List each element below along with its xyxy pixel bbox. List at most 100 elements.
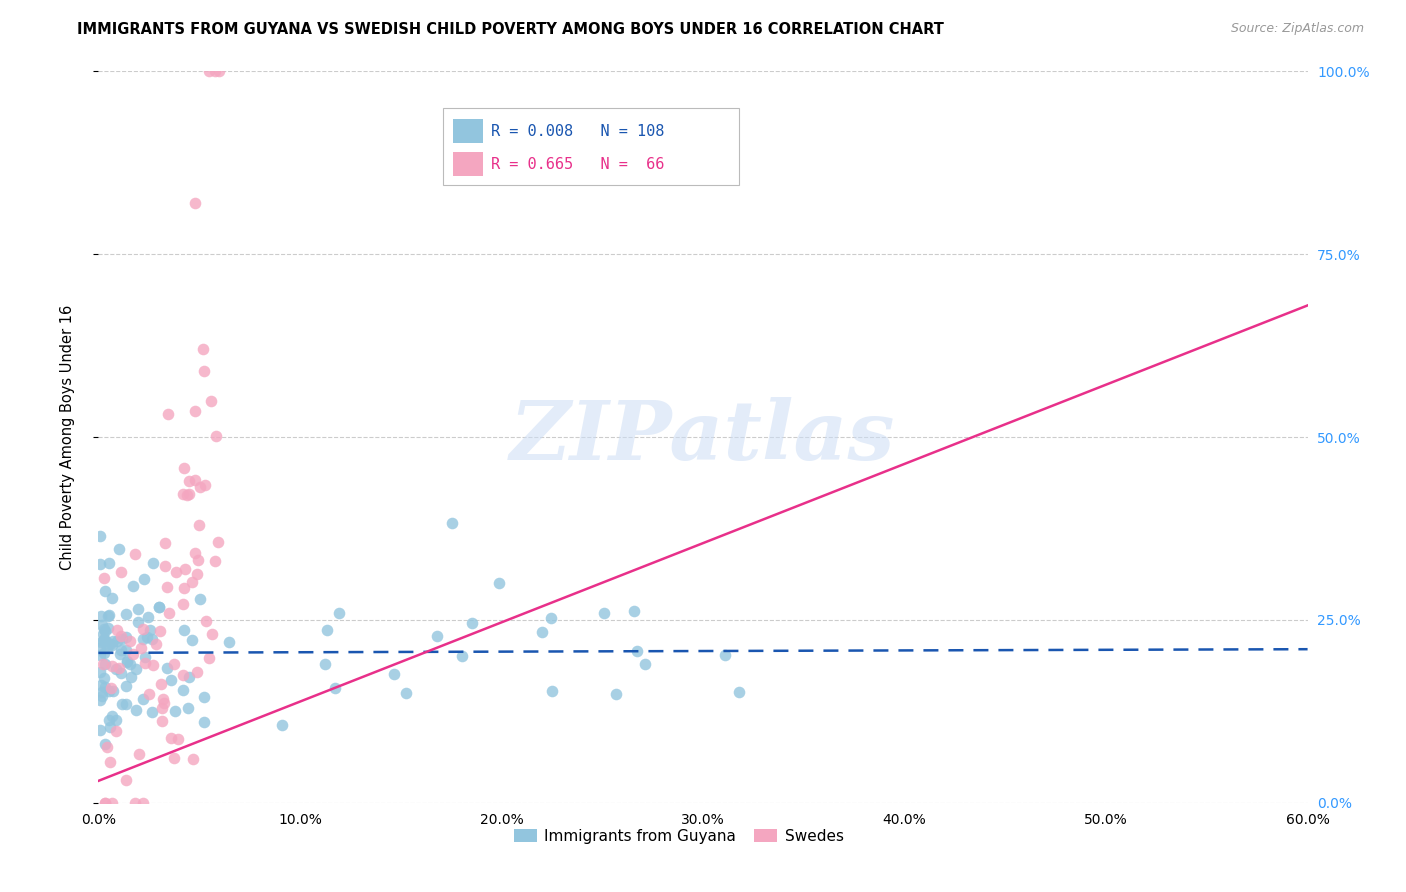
Point — [94, 796, 117, 810]
Point — [181, 574, 204, 589]
Point — [165, 705, 187, 719]
Point — [181, 752, 204, 766]
Point — [93, 657, 115, 672]
FancyBboxPatch shape — [443, 108, 740, 185]
Point — [177, 487, 200, 501]
Point — [93, 796, 115, 810]
Point — [153, 536, 176, 550]
Point — [451, 648, 474, 663]
Point — [316, 623, 339, 637]
Point — [165, 565, 187, 579]
Y-axis label: Child Poverty Among Boys Under 16: Child Poverty Among Boys Under 16 — [60, 304, 75, 570]
Point — [323, 681, 346, 696]
FancyBboxPatch shape — [453, 119, 482, 143]
Point — [150, 701, 173, 715]
Point — [91, 618, 114, 632]
Point — [104, 713, 127, 727]
Point — [89, 648, 111, 662]
Point — [162, 751, 184, 765]
Point — [156, 580, 179, 594]
Point — [127, 602, 149, 616]
Point — [184, 473, 207, 487]
Point — [93, 632, 115, 646]
Point — [142, 658, 165, 673]
Point — [136, 630, 159, 644]
Point — [138, 624, 160, 638]
Point — [180, 632, 202, 647]
Point — [201, 627, 224, 641]
Point — [134, 649, 156, 664]
Point — [94, 737, 117, 751]
Point — [115, 697, 138, 711]
Point — [98, 714, 121, 728]
Text: Source: ZipAtlas.com: Source: ZipAtlas.com — [1230, 22, 1364, 36]
Point — [179, 670, 201, 684]
Point — [194, 478, 217, 492]
Point — [132, 572, 155, 586]
Point — [120, 657, 142, 671]
Point — [150, 677, 173, 691]
Point — [166, 732, 188, 747]
Point — [155, 661, 177, 675]
Point — [127, 615, 149, 629]
Point — [98, 637, 121, 651]
Point — [101, 659, 124, 673]
Point — [148, 599, 170, 614]
Point — [728, 685, 751, 699]
Point — [593, 606, 616, 620]
Point — [115, 654, 138, 668]
Point — [173, 623, 195, 637]
Point — [195, 614, 218, 628]
Point — [172, 668, 194, 682]
Point — [98, 720, 121, 734]
FancyBboxPatch shape — [453, 152, 482, 176]
Point — [160, 673, 183, 687]
Point — [626, 644, 648, 658]
Point — [187, 553, 209, 567]
Legend: Immigrants from Guyana, Swedes: Immigrants from Guyana, Swedes — [508, 822, 851, 850]
Point — [172, 487, 194, 501]
Point — [132, 796, 155, 810]
Point — [461, 615, 484, 630]
Point — [440, 516, 463, 530]
Point — [129, 641, 152, 656]
Point — [93, 646, 115, 660]
Point — [132, 632, 155, 646]
Point — [115, 680, 138, 694]
Point — [115, 631, 138, 645]
Point — [96, 739, 118, 754]
Point — [186, 567, 208, 582]
Point — [111, 697, 134, 711]
Point — [132, 692, 155, 706]
Point — [89, 723, 111, 737]
Text: ZIPatlas: ZIPatlas — [510, 397, 896, 477]
Point — [124, 703, 146, 717]
Point — [152, 691, 174, 706]
Point — [110, 642, 132, 657]
Text: R = 0.665   N =  66: R = 0.665 N = 66 — [492, 157, 665, 172]
Text: R = 0.008   N = 108: R = 0.008 N = 108 — [492, 124, 665, 139]
Point — [205, 429, 228, 443]
Point — [100, 796, 122, 810]
Point — [193, 715, 215, 730]
Point — [314, 657, 336, 672]
Point — [153, 559, 176, 574]
Point — [94, 680, 117, 694]
Point — [138, 610, 160, 624]
Point — [173, 581, 195, 595]
Point — [94, 633, 117, 648]
Point — [152, 696, 174, 710]
Point — [540, 611, 562, 625]
Point — [134, 656, 156, 670]
Point — [179, 474, 201, 488]
Point — [184, 196, 207, 211]
Point — [132, 622, 155, 636]
Point — [159, 731, 181, 745]
Point — [714, 648, 737, 663]
Point — [111, 632, 134, 646]
Point — [105, 623, 128, 637]
Point — [110, 565, 132, 579]
Point — [193, 690, 215, 704]
Point — [100, 709, 122, 723]
Point — [103, 633, 125, 648]
